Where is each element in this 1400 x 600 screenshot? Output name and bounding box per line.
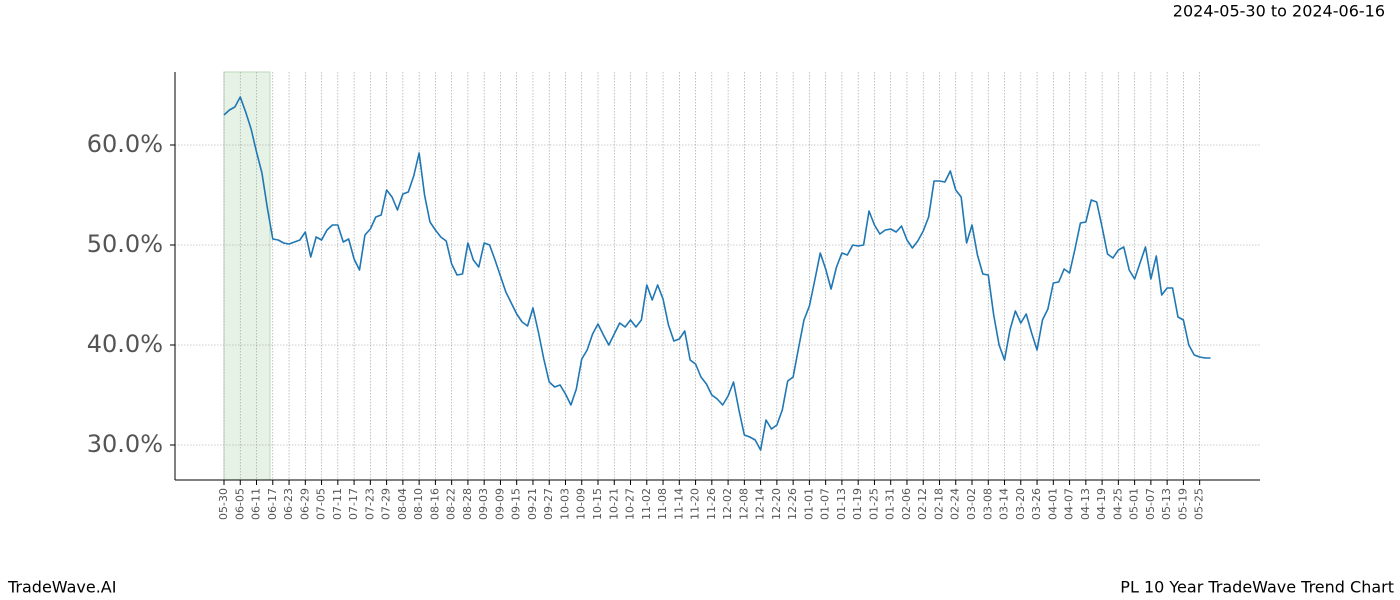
y-tick-label: 60.0% [87, 130, 163, 158]
x-tick-label: 09-21 [526, 488, 539, 520]
x-tick-label: 11-08 [656, 488, 669, 520]
x-tick-label: 05-13 [1160, 488, 1173, 520]
x-tick-label: 08-04 [396, 488, 409, 520]
x-tick-label: 02-18 [932, 488, 945, 520]
x-tick-label: 08-22 [445, 488, 458, 520]
x-tick-label: 08-16 [428, 488, 441, 520]
x-tick-label: 11-14 [672, 488, 685, 520]
x-tick-label: 03-08 [981, 488, 994, 520]
x-tick-label: 12-20 [770, 488, 783, 520]
x-tick-label: 04-25 [1111, 488, 1124, 520]
x-tick-label: 06-17 [266, 488, 279, 520]
x-tick-label: 12-08 [737, 488, 750, 520]
x-tick-label: 05-01 [1128, 488, 1141, 520]
x-tick-label: 07-11 [331, 488, 344, 520]
x-tick-label: 09-15 [510, 488, 523, 520]
y-tick-label: 50.0% [87, 230, 163, 258]
x-tick-label: 12-26 [786, 488, 799, 520]
x-tick-label: 09-03 [477, 488, 490, 520]
highlight-span [223, 71, 271, 481]
x-tick-label: 10-15 [591, 488, 604, 520]
x-tick-label: 03-02 [965, 488, 978, 520]
x-tick-label: 02-24 [949, 488, 962, 520]
x-tick-label: 08-10 [412, 488, 425, 520]
x-tick-label: 10-09 [575, 488, 588, 520]
x-tick-label: 07-05 [315, 488, 328, 520]
x-tick-label: 05-07 [1144, 488, 1157, 520]
x-tick-label: 07-23 [363, 488, 376, 520]
x-tick-label: 05-30 [217, 488, 230, 520]
x-tick-label: 06-23 [282, 488, 295, 520]
x-tick-label: 11-20 [689, 488, 702, 520]
x-tick-label: 06-05 [233, 488, 246, 520]
x-tick-label: 11-02 [640, 488, 653, 520]
x-tick-label: 09-27 [542, 488, 555, 520]
y-tick-label: 40.0% [87, 330, 163, 358]
x-tick-label: 01-01 [802, 488, 815, 520]
x-tick-label: 11-26 [705, 488, 718, 520]
trend-line [223, 96, 1211, 451]
x-tick-label: 01-19 [851, 488, 864, 520]
x-tick-label: 06-29 [298, 488, 311, 520]
x-tick-label: 03-26 [1030, 488, 1043, 520]
x-tick-label: 09-09 [493, 488, 506, 520]
x-tick-label: 03-14 [998, 488, 1011, 520]
x-tick-label: 10-03 [558, 488, 571, 520]
x-tick-label: 05-19 [1176, 488, 1189, 520]
x-tick-label: 02-12 [916, 488, 929, 520]
x-tick-label: 04-13 [1079, 488, 1092, 520]
x-tick-label: 07-29 [380, 488, 393, 520]
x-tick-label: 07-17 [347, 488, 360, 520]
x-tick-label: 01-07 [819, 488, 832, 520]
chart-title: 2024-05-30 to 2024-06-16 [1173, 2, 1385, 21]
x-tick-label: 12-02 [721, 488, 734, 520]
x-tick-label: 08-28 [461, 488, 474, 520]
x-tick-label: 04-01 [1046, 488, 1059, 520]
x-tick-label: 10-21 [607, 488, 620, 520]
x-tick-label: 06-11 [250, 488, 263, 520]
x-tick-label: 01-13 [835, 488, 848, 520]
footer-left: TradeWave.AI [7, 578, 116, 597]
x-tick-label: 02-06 [900, 488, 913, 520]
x-tick-label: 10-27 [624, 488, 637, 520]
y-tick-label: 30.0% [87, 430, 163, 458]
x-tick-label: 04-07 [1063, 488, 1076, 520]
x-tick-label: 01-25 [867, 488, 880, 520]
x-tick-label: 12-14 [754, 488, 767, 520]
x-tick-label: 05-25 [1193, 488, 1206, 520]
x-tick-label: 03-20 [1014, 488, 1027, 520]
x-tick-label: 01-31 [884, 488, 897, 520]
x-tick-label: 04-19 [1095, 488, 1108, 520]
grid [175, 72, 1260, 480]
footer-right: PL 10 Year TradeWave Trend Chart [1120, 578, 1394, 597]
